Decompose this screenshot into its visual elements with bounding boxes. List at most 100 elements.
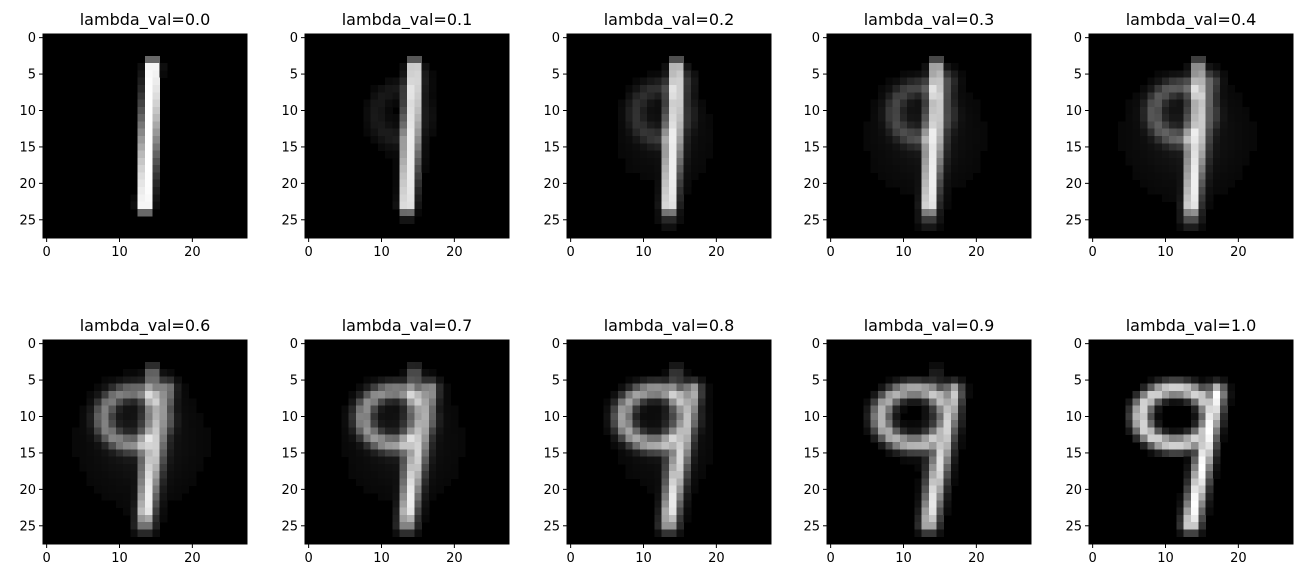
pixel	[137, 449, 146, 457]
pixel	[610, 398, 619, 406]
pixel	[1154, 420, 1163, 428]
pixel	[899, 70, 908, 79]
pixel	[1154, 106, 1163, 115]
pixel	[914, 223, 923, 232]
pixel	[669, 187, 677, 195]
pixel	[885, 150, 893, 159]
pixel	[181, 412, 190, 421]
pixel	[1205, 136, 1214, 144]
pixel	[145, 376, 153, 385]
pixel	[421, 485, 430, 494]
pixel	[936, 201, 944, 210]
pixel	[676, 143, 684, 151]
pixel	[94, 391, 102, 399]
y-tick-label: 15	[19, 140, 36, 155]
pixel	[1147, 77, 1155, 86]
pixel	[690, 121, 699, 130]
pixel	[950, 398, 959, 406]
pixel	[1191, 485, 1199, 494]
pixel	[690, 405, 699, 414]
pixel	[914, 449, 923, 457]
pixel	[914, 106, 923, 115]
pixel	[123, 478, 131, 487]
pixel	[145, 77, 153, 86]
y-tick-label: 25	[543, 213, 560, 228]
pixel	[443, 405, 452, 414]
pixel	[377, 471, 386, 479]
pixel	[669, 85, 677, 93]
pixel	[108, 420, 117, 428]
pixel	[1183, 383, 1192, 392]
pixel	[108, 485, 117, 494]
pixel	[1132, 106, 1141, 115]
pixel	[863, 136, 872, 144]
pixel	[1140, 165, 1148, 173]
pixel	[392, 391, 401, 399]
pixel	[1191, 500, 1199, 508]
pixel	[639, 136, 648, 144]
pixel	[1212, 463, 1221, 472]
pixel	[950, 77, 959, 86]
pixel	[1147, 442, 1155, 450]
pixel	[870, 391, 879, 399]
pixel	[958, 442, 966, 450]
pixel	[1242, 128, 1250, 137]
pixel	[929, 128, 937, 137]
pixel	[965, 143, 974, 151]
pixel	[958, 405, 966, 414]
pixel	[137, 136, 146, 144]
pixel	[669, 92, 677, 100]
pixel	[428, 485, 437, 494]
pixel	[950, 150, 959, 159]
pixel	[1191, 383, 1199, 392]
pixel	[159, 70, 168, 79]
pixel	[669, 522, 677, 530]
pixel	[899, 405, 908, 414]
pixel	[661, 128, 670, 137]
pixel	[1183, 92, 1192, 100]
pixel	[392, 456, 401, 465]
pixel	[683, 369, 692, 377]
pixel	[1176, 376, 1185, 385]
pixel	[1220, 427, 1228, 436]
pixel	[907, 420, 915, 428]
pixel	[414, 522, 422, 530]
pixel	[421, 391, 430, 399]
pixel	[958, 157, 966, 166]
pixel	[356, 442, 364, 450]
pixel	[414, 92, 422, 100]
pixel	[929, 143, 937, 151]
pixel	[936, 55, 944, 64]
pixel	[654, 136, 663, 144]
pixel	[94, 471, 102, 479]
pixel	[159, 463, 168, 472]
pixel	[414, 157, 422, 166]
pixel	[159, 456, 168, 465]
pixel	[669, 412, 677, 421]
pixel	[950, 376, 959, 385]
y-tick-label: 20	[19, 483, 36, 498]
pixel	[407, 493, 415, 501]
pixel	[907, 376, 915, 385]
pixel	[137, 165, 146, 173]
pixel	[428, 92, 437, 100]
pixel	[399, 507, 408, 516]
pixel	[669, 55, 677, 64]
pixel	[1212, 383, 1221, 392]
pixel	[669, 165, 677, 173]
pixel	[137, 485, 146, 494]
pixel	[1212, 420, 1221, 428]
pixel	[958, 128, 966, 137]
pixel	[907, 456, 915, 465]
x-tick-label: 0	[43, 245, 51, 260]
pixel	[683, 143, 692, 151]
pixel	[661, 208, 670, 217]
pixel	[137, 529, 146, 538]
pixel	[936, 420, 944, 428]
pixel	[392, 85, 401, 93]
pixel	[414, 471, 422, 479]
pixel	[943, 85, 952, 93]
pixel	[1191, 529, 1199, 538]
pixel	[929, 194, 937, 202]
pixel	[166, 478, 175, 487]
